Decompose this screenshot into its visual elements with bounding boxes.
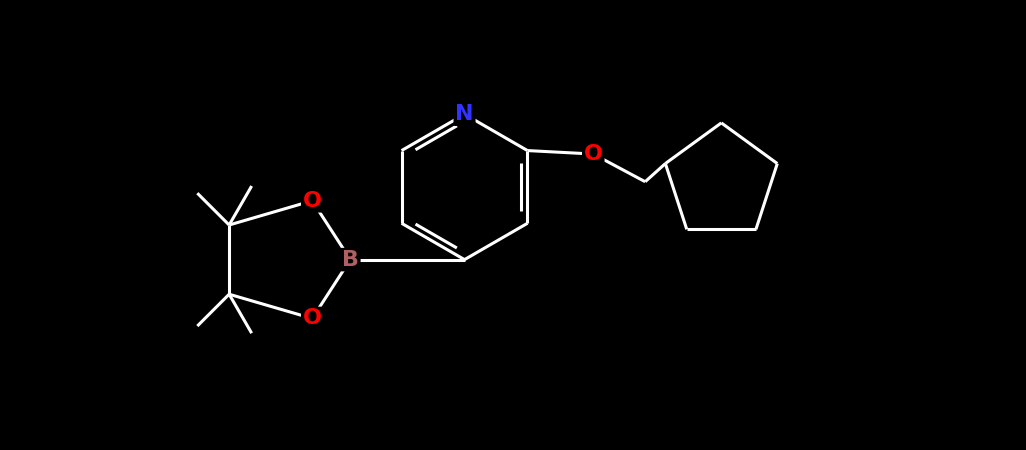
Text: N: N xyxy=(456,104,474,124)
Text: O: O xyxy=(303,191,322,211)
Text: O: O xyxy=(584,144,602,164)
Text: O: O xyxy=(303,308,322,328)
Text: B: B xyxy=(342,250,359,270)
